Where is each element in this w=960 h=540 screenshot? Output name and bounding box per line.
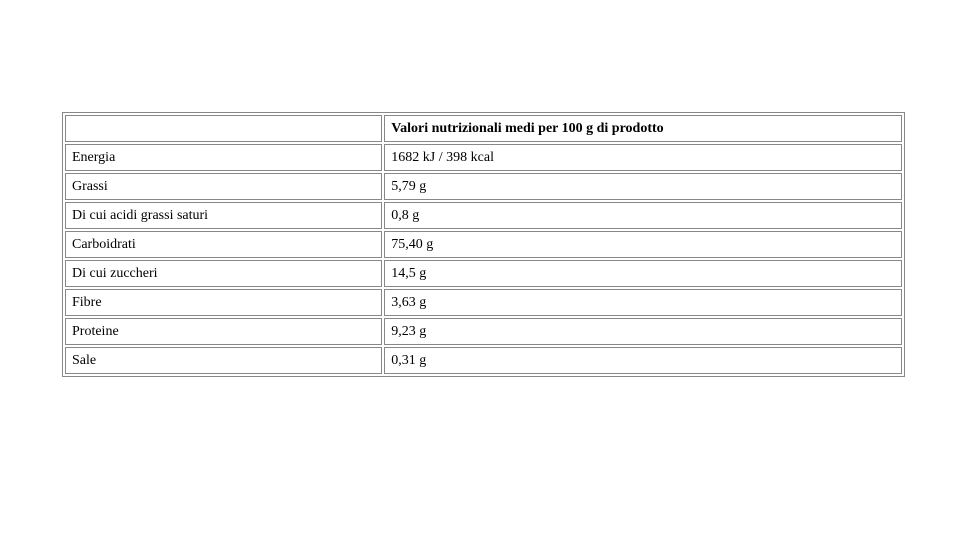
row-value: 0,8 g	[384, 202, 902, 229]
table-row: Di cui acidi grassi saturi 0,8 g	[65, 202, 902, 229]
row-label: Proteine	[65, 318, 382, 345]
row-label: Grassi	[65, 173, 382, 200]
row-value: 0,31 g	[384, 347, 902, 374]
row-value: 1682 kJ / 398 kcal	[384, 144, 902, 171]
row-value: 3,63 g	[384, 289, 902, 316]
row-label: Energia	[65, 144, 382, 171]
row-label: Carboidrati	[65, 231, 382, 258]
table-row: Sale 0,31 g	[65, 347, 902, 374]
table-row: Fibre 3,63 g	[65, 289, 902, 316]
row-value: 14,5 g	[384, 260, 902, 287]
table-row: Proteine 9,23 g	[65, 318, 902, 345]
row-value: 5,79 g	[384, 173, 902, 200]
header-label-cell	[65, 115, 382, 142]
row-value: 9,23 g	[384, 318, 902, 345]
table-row: Grassi 5,79 g	[65, 173, 902, 200]
row-label: Fibre	[65, 289, 382, 316]
row-label: Di cui zuccheri	[65, 260, 382, 287]
table-row: Energia 1682 kJ / 398 kcal	[65, 144, 902, 171]
nutrition-table: Valori nutrizionali medi per 100 g di pr…	[62, 112, 905, 377]
nutrition-table-container: Valori nutrizionali medi per 100 g di pr…	[62, 112, 905, 377]
table-header-row: Valori nutrizionali medi per 100 g di pr…	[65, 115, 902, 142]
row-label: Di cui acidi grassi saturi	[65, 202, 382, 229]
row-label: Sale	[65, 347, 382, 374]
table-row: Di cui zuccheri 14,5 g	[65, 260, 902, 287]
header-value-cell: Valori nutrizionali medi per 100 g di pr…	[384, 115, 902, 142]
row-value: 75,40 g	[384, 231, 902, 258]
table-row: Carboidrati 75,40 g	[65, 231, 902, 258]
